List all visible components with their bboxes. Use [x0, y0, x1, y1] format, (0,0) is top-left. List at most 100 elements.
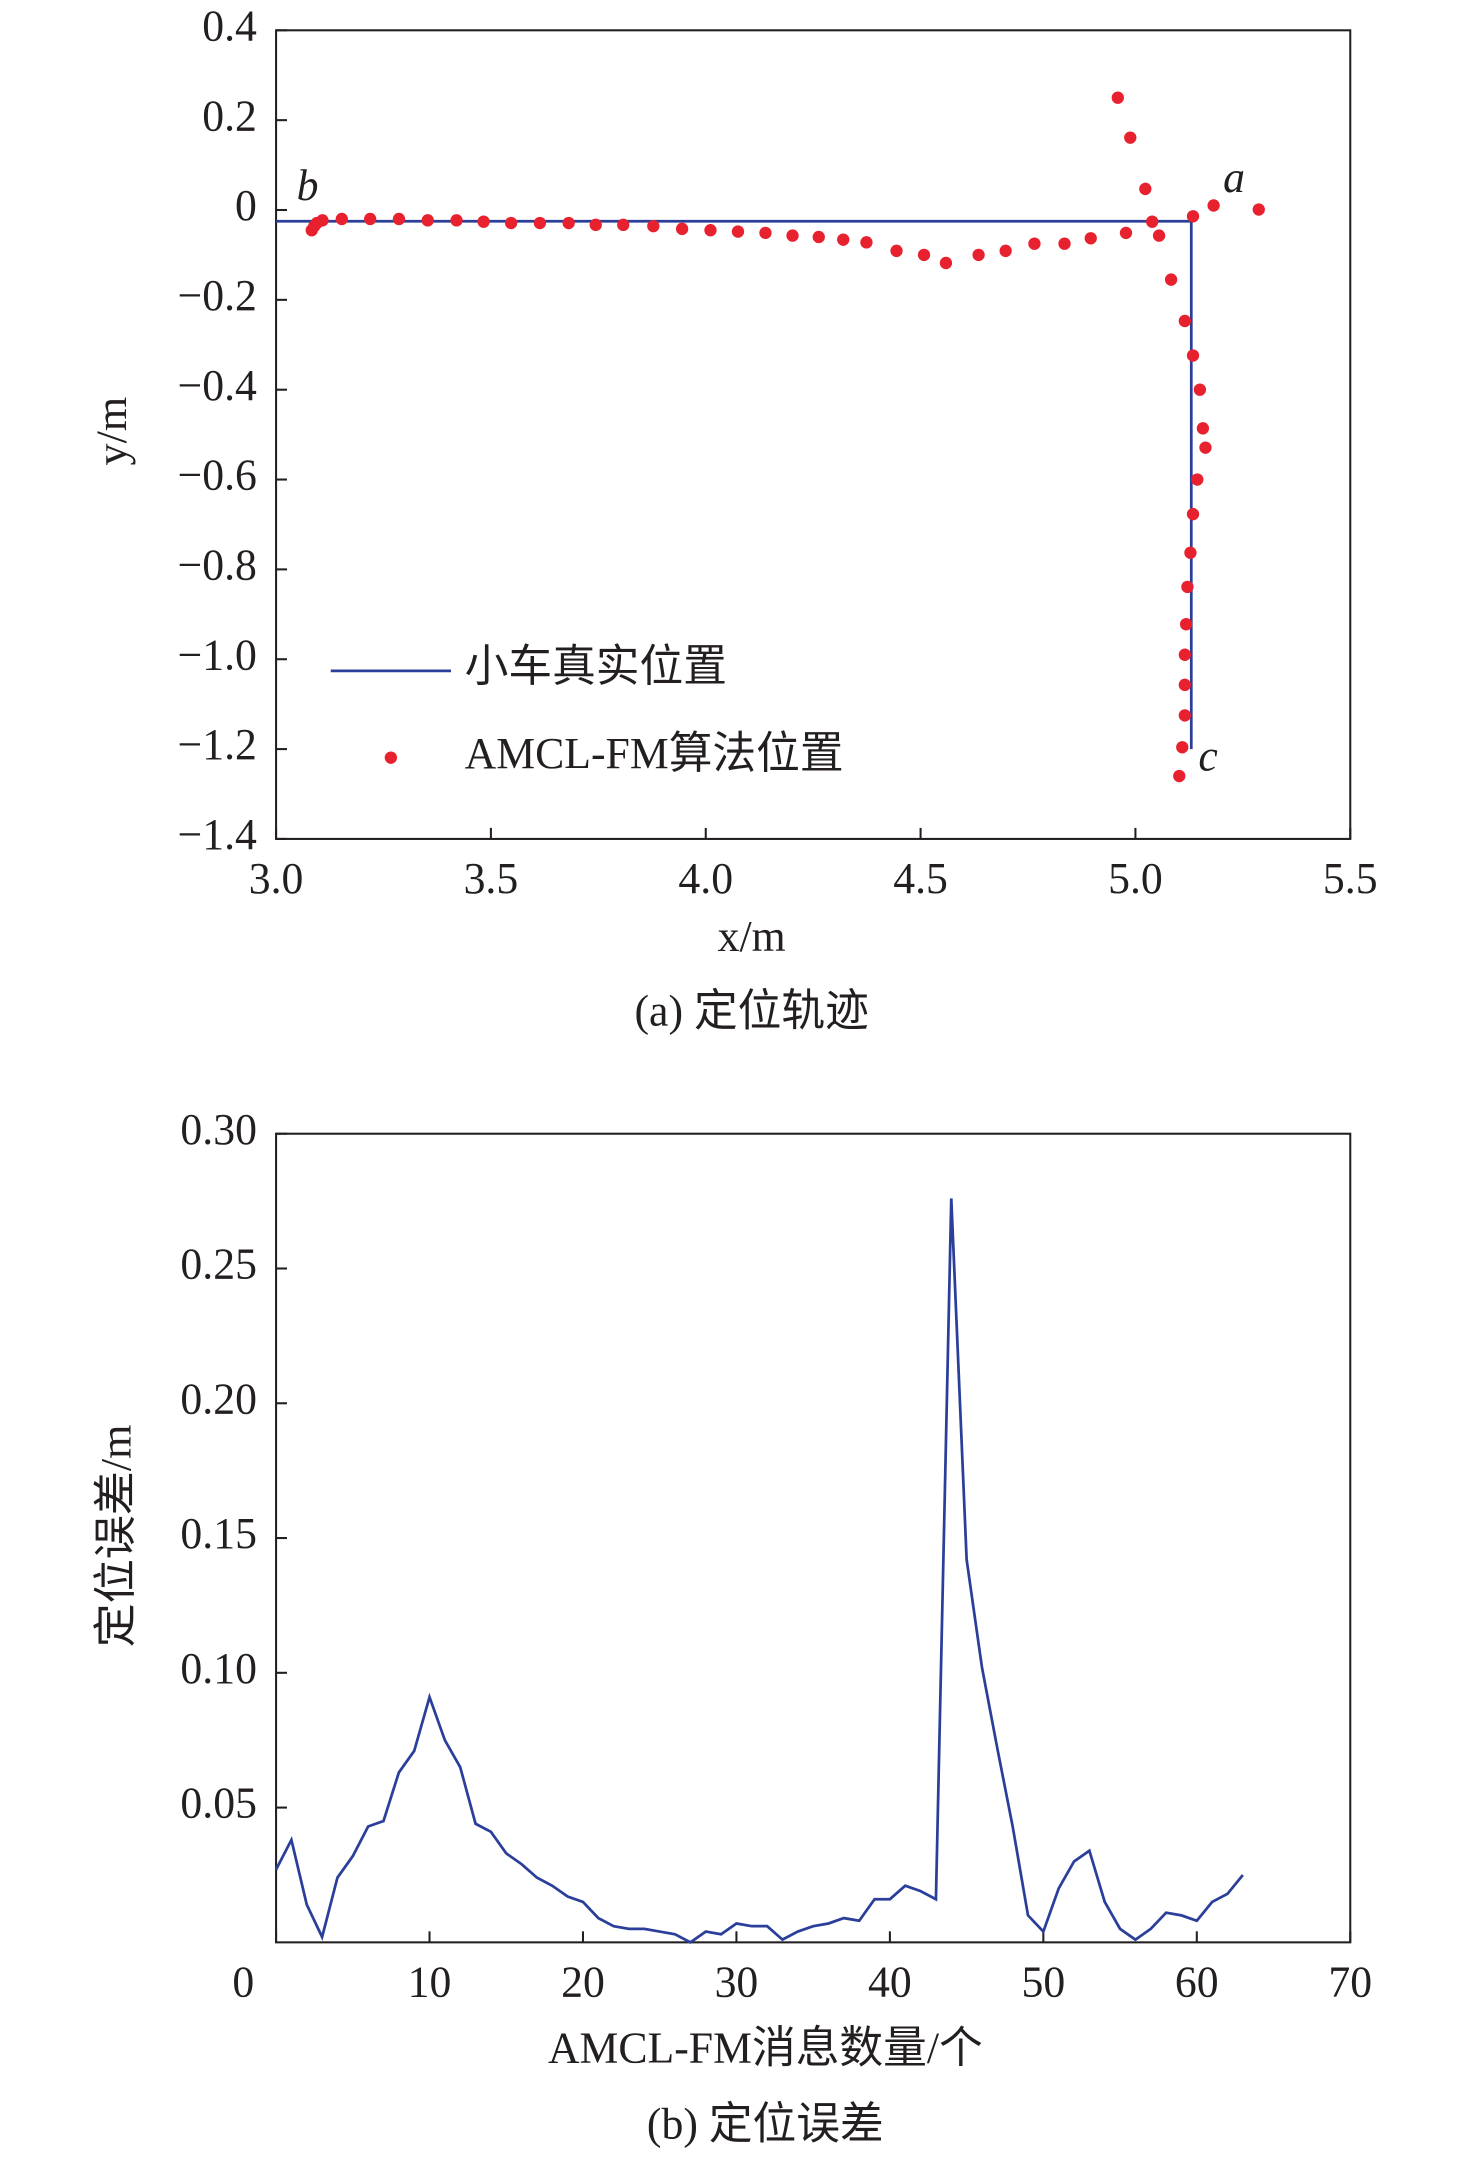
x-tick-label: 70 [1328, 1958, 1372, 2006]
y-tick-label: 0.4 [202, 2, 257, 50]
y-tick-label: 0.2 [202, 92, 257, 140]
point [1164, 273, 1178, 286]
point [335, 212, 348, 226]
point [1191, 473, 1204, 486]
point [917, 248, 931, 262]
point [1152, 229, 1166, 242]
point [939, 256, 953, 270]
y-tick-label: −1.0 [178, 631, 257, 679]
point [999, 244, 1012, 258]
y-tick-label: −0.4 [178, 362, 257, 410]
y-tick-label: 0.25 [180, 1240, 257, 1288]
point [617, 218, 630, 232]
point [421, 214, 434, 227]
y-tick-label: 0.30 [180, 1106, 257, 1154]
point [1139, 182, 1152, 196]
point [562, 216, 575, 230]
x-tick-label: 3.5 [464, 855, 519, 903]
point [1111, 91, 1124, 104]
point [860, 236, 873, 249]
point [1176, 741, 1189, 754]
point [675, 222, 689, 236]
y-tick-label: −0.8 [178, 541, 257, 589]
x-tick-label: 60 [1175, 1958, 1219, 2006]
y-tick-label: 0.15 [180, 1510, 257, 1558]
point [812, 230, 825, 244]
point [1186, 210, 1200, 223]
point [1199, 441, 1212, 454]
annotation: a [1223, 154, 1245, 202]
caption: (a) 定位轨迹 [635, 986, 869, 1035]
x-tick-label: 0 [232, 1958, 254, 2006]
x-tick-label: 5.0 [1108, 855, 1163, 903]
point [589, 218, 602, 232]
x-tick-label: 40 [868, 1958, 912, 2006]
x-axis-label: x/m [718, 913, 786, 961]
y-tick-label: 0.20 [180, 1375, 257, 1423]
point [1124, 131, 1137, 144]
x-tick-label: 20 [561, 1958, 605, 2006]
point [1196, 422, 1210, 435]
point [1186, 349, 1200, 362]
point [364, 212, 377, 226]
point [1207, 199, 1220, 212]
y-tick-label: −1.4 [178, 811, 257, 859]
y-tick-label: 0.05 [180, 1780, 257, 1828]
point [1181, 580, 1194, 594]
plot-frame [275, 29, 1352, 840]
point [1178, 648, 1191, 661]
point [316, 214, 329, 227]
y-tick-label: 0 [235, 182, 257, 230]
point [504, 216, 518, 230]
point [837, 233, 850, 246]
x-tick-label: 10 [408, 1958, 452, 2006]
legend-label: AMCL-FM算法位置 [465, 730, 844, 778]
point [890, 244, 903, 258]
point [1179, 617, 1193, 631]
point [972, 248, 985, 262]
plot-frame [275, 1132, 1352, 1944]
point [1252, 203, 1265, 216]
point [477, 215, 490, 228]
x-tick-label: 3.0 [249, 855, 304, 903]
point [1193, 383, 1207, 396]
point [1058, 237, 1071, 250]
point [533, 216, 547, 230]
legend-dot [384, 751, 398, 764]
point [647, 219, 660, 233]
y-tick-label: −0.6 [178, 452, 257, 500]
point [704, 224, 717, 237]
caption: (b) 定位误差 [647, 2099, 884, 2148]
x-tick-label: 30 [715, 1958, 759, 2006]
y-axis-label: 定位误差/m [91, 1425, 140, 1648]
point [392, 212, 406, 226]
point [1186, 507, 1200, 521]
error-line [274, 1198, 1244, 1944]
point [450, 214, 463, 227]
x-tick-label: 4.0 [678, 855, 733, 903]
annotation: c [1198, 732, 1218, 780]
point [1119, 226, 1133, 240]
y-tick-label: 0.10 [180, 1645, 257, 1693]
point [786, 229, 799, 242]
point [1146, 215, 1159, 228]
point [1178, 314, 1191, 328]
point [1084, 232, 1097, 245]
y-axis-label: y/m [88, 397, 136, 466]
point [1184, 546, 1197, 559]
x-tick-label: 50 [1021, 1958, 1065, 2006]
annotation: b [297, 162, 319, 210]
point [1178, 709, 1191, 722]
point [731, 225, 745, 238]
point [1028, 237, 1041, 250]
y-tick-label: −1.2 [178, 721, 257, 769]
x-axis-label: AMCL-FM消息数量/个 [548, 2024, 983, 2073]
x-tick-label: 5.5 [1323, 855, 1378, 903]
y-tick-label: −0.2 [178, 272, 257, 320]
point [1173, 769, 1186, 783]
x-tick-label: 4.5 [893, 855, 948, 903]
point [759, 226, 772, 240]
legend-label: 小车真实位置 [465, 643, 727, 691]
point [1178, 678, 1191, 692]
